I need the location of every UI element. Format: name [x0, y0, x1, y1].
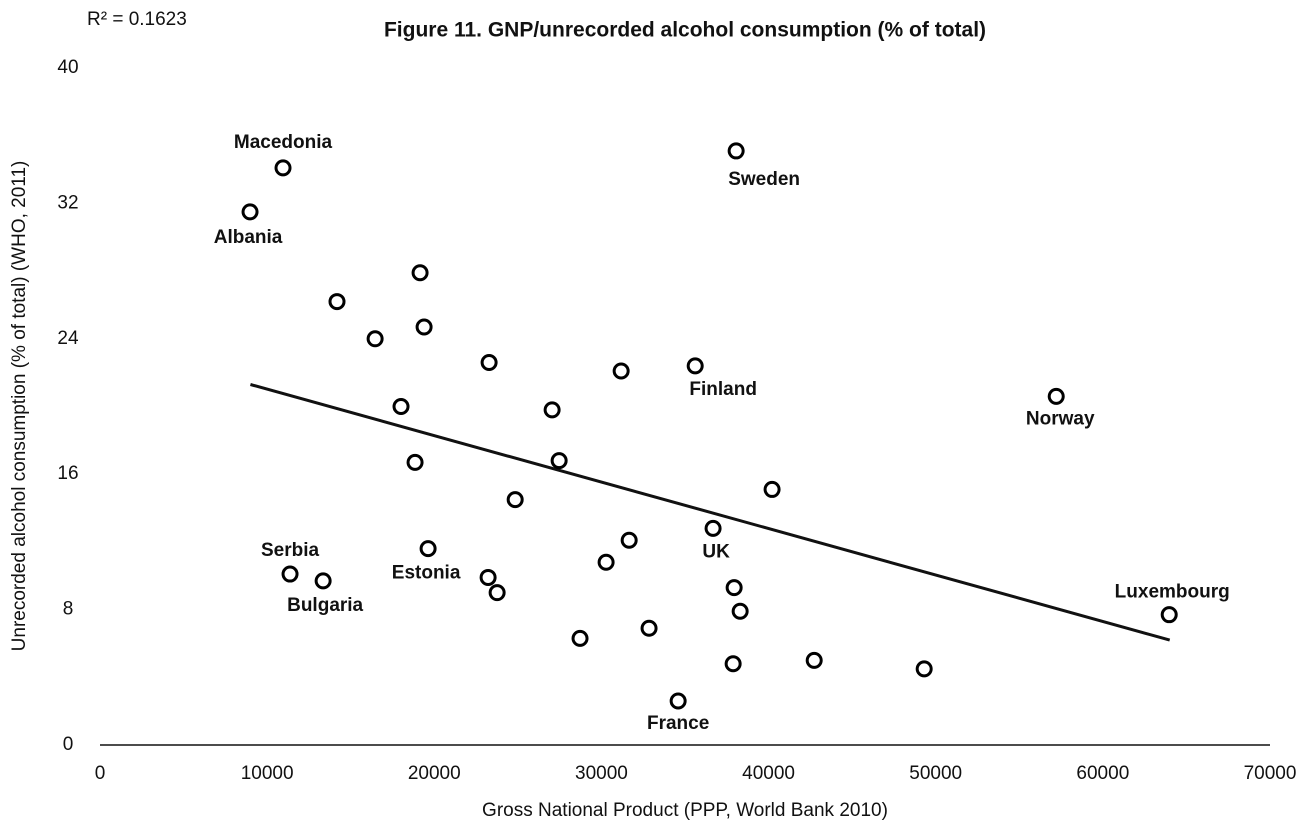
- point-label: UK: [702, 541, 730, 562]
- point-label: France: [647, 713, 709, 734]
- point: [314, 572, 332, 590]
- chart-title: Figure 11. GNP/unrecorded alcohol consum…: [384, 19, 986, 42]
- point-label: Macedonia: [234, 132, 333, 153]
- point: [669, 692, 687, 710]
- point: [704, 519, 722, 537]
- point: [1160, 606, 1178, 624]
- point: [392, 398, 410, 415]
- point-label: Norway: [1026, 408, 1095, 429]
- trendline: [250, 383, 1171, 642]
- point: [411, 264, 429, 282]
- point: [366, 330, 384, 348]
- point: [686, 357, 704, 375]
- point: [571, 629, 589, 647]
- point: [406, 453, 424, 471]
- point: [724, 655, 742, 673]
- point: [763, 480, 781, 498]
- point: [640, 619, 658, 637]
- y-tick-label: 24: [57, 328, 79, 349]
- point-label: Finland: [689, 379, 757, 400]
- point-label: Albania: [214, 227, 283, 248]
- point-label: Estonia: [392, 563, 461, 584]
- point: [488, 584, 506, 602]
- x-tick-label: 20000: [408, 763, 461, 784]
- point: [620, 531, 638, 549]
- x-axis-title: Gross National Product (PPP, World Bank …: [482, 800, 888, 821]
- y-tick-label: 0: [63, 734, 74, 755]
- point: [731, 602, 749, 620]
- point-label: Bulgaria: [287, 595, 363, 616]
- x-tick-label: 60000: [1076, 763, 1129, 784]
- y-axis-title: Unrecorded alcohol consumption (% of tot…: [9, 161, 30, 652]
- point: [419, 540, 437, 558]
- y-tick-label: 16: [57, 463, 78, 484]
- point: [281, 565, 299, 583]
- x-tick-label: 50000: [909, 763, 962, 784]
- point: [506, 491, 524, 509]
- point: [543, 401, 561, 419]
- point-label: Serbia: [261, 540, 320, 561]
- point: [597, 553, 615, 571]
- y-tick-label: 40: [57, 57, 78, 78]
- point: [479, 568, 497, 586]
- x-tick-label: 70000: [1244, 763, 1297, 784]
- point-label: Luxembourg: [1115, 582, 1230, 603]
- point: [725, 579, 743, 597]
- y-tick-label: 32: [57, 192, 78, 213]
- point: [415, 318, 433, 336]
- point: [328, 293, 346, 311]
- x-tick-label: 0: [95, 763, 106, 784]
- point: [550, 452, 568, 470]
- x-tick-label: 10000: [241, 763, 294, 784]
- point: [480, 353, 498, 371]
- point: [612, 362, 630, 380]
- point: [805, 651, 823, 669]
- y-tick-label: 8: [63, 599, 74, 620]
- point: [274, 159, 292, 177]
- point: [1047, 387, 1065, 405]
- x-tick-label: 40000: [742, 763, 795, 784]
- x-tick-label: 30000: [575, 763, 628, 784]
- point-label: Sweden: [728, 169, 800, 190]
- r-squared: R² = 0.1623: [87, 9, 187, 30]
- point: [727, 142, 745, 160]
- point: [241, 203, 259, 221]
- point: [915, 660, 933, 678]
